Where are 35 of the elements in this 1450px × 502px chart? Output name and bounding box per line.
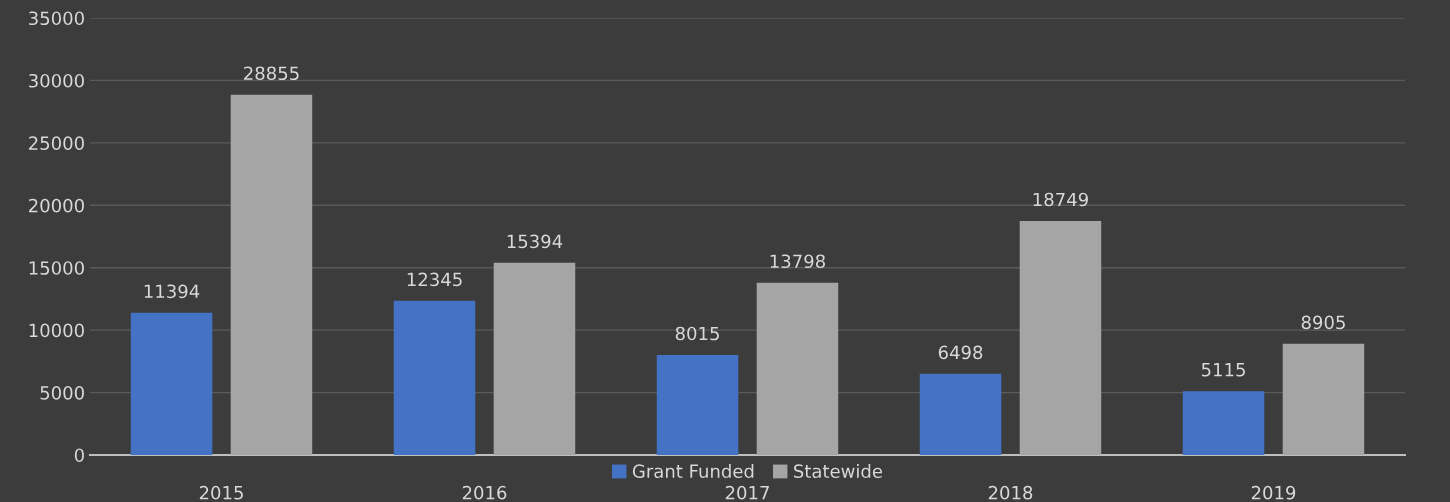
y-tick-label: 0	[74, 448, 84, 463]
y-tick-label: 35000	[29, 11, 84, 26]
bar	[919, 373, 1002, 455]
x-tick-label: 2017	[725, 485, 769, 500]
data-label: 13798	[770, 254, 825, 269]
bar	[130, 312, 213, 455]
data-label: 18749	[1033, 192, 1088, 207]
x-tick-label: 2018	[988, 485, 1033, 500]
data-label: 12345	[407, 272, 462, 287]
y-tick-label: 10000	[29, 323, 84, 338]
x-tick-label: 2015	[199, 485, 243, 500]
y-tick-label: 30000	[29, 73, 84, 88]
bar	[1282, 343, 1365, 455]
x-tick-label: 2016	[462, 485, 507, 500]
y-tick-label: 20000	[29, 198, 84, 213]
data-label: 28855	[244, 66, 299, 81]
data-label: 15394	[507, 234, 563, 249]
bar	[656, 354, 739, 455]
x-tick-label: 2019	[1251, 485, 1296, 500]
bar	[756, 282, 839, 455]
bar	[1182, 391, 1265, 455]
y-tick-label: 15000	[29, 261, 84, 275]
bar	[230, 94, 313, 455]
y-tick-label: 5000	[40, 386, 84, 400]
legend-label: Grant Funded	[632, 464, 754, 478]
data-label: 5115	[1201, 363, 1245, 377]
data-label: 8905	[1301, 315, 1345, 330]
data-label: 6498	[938, 345, 983, 360]
data-label: 8015	[675, 326, 719, 341]
bar	[493, 262, 576, 455]
y-tick-label: 25000	[29, 136, 84, 150]
legend-label: Statewide	[794, 464, 883, 478]
bar	[1019, 220, 1102, 455]
data-label: 11394	[144, 284, 200, 299]
bar	[393, 300, 476, 455]
